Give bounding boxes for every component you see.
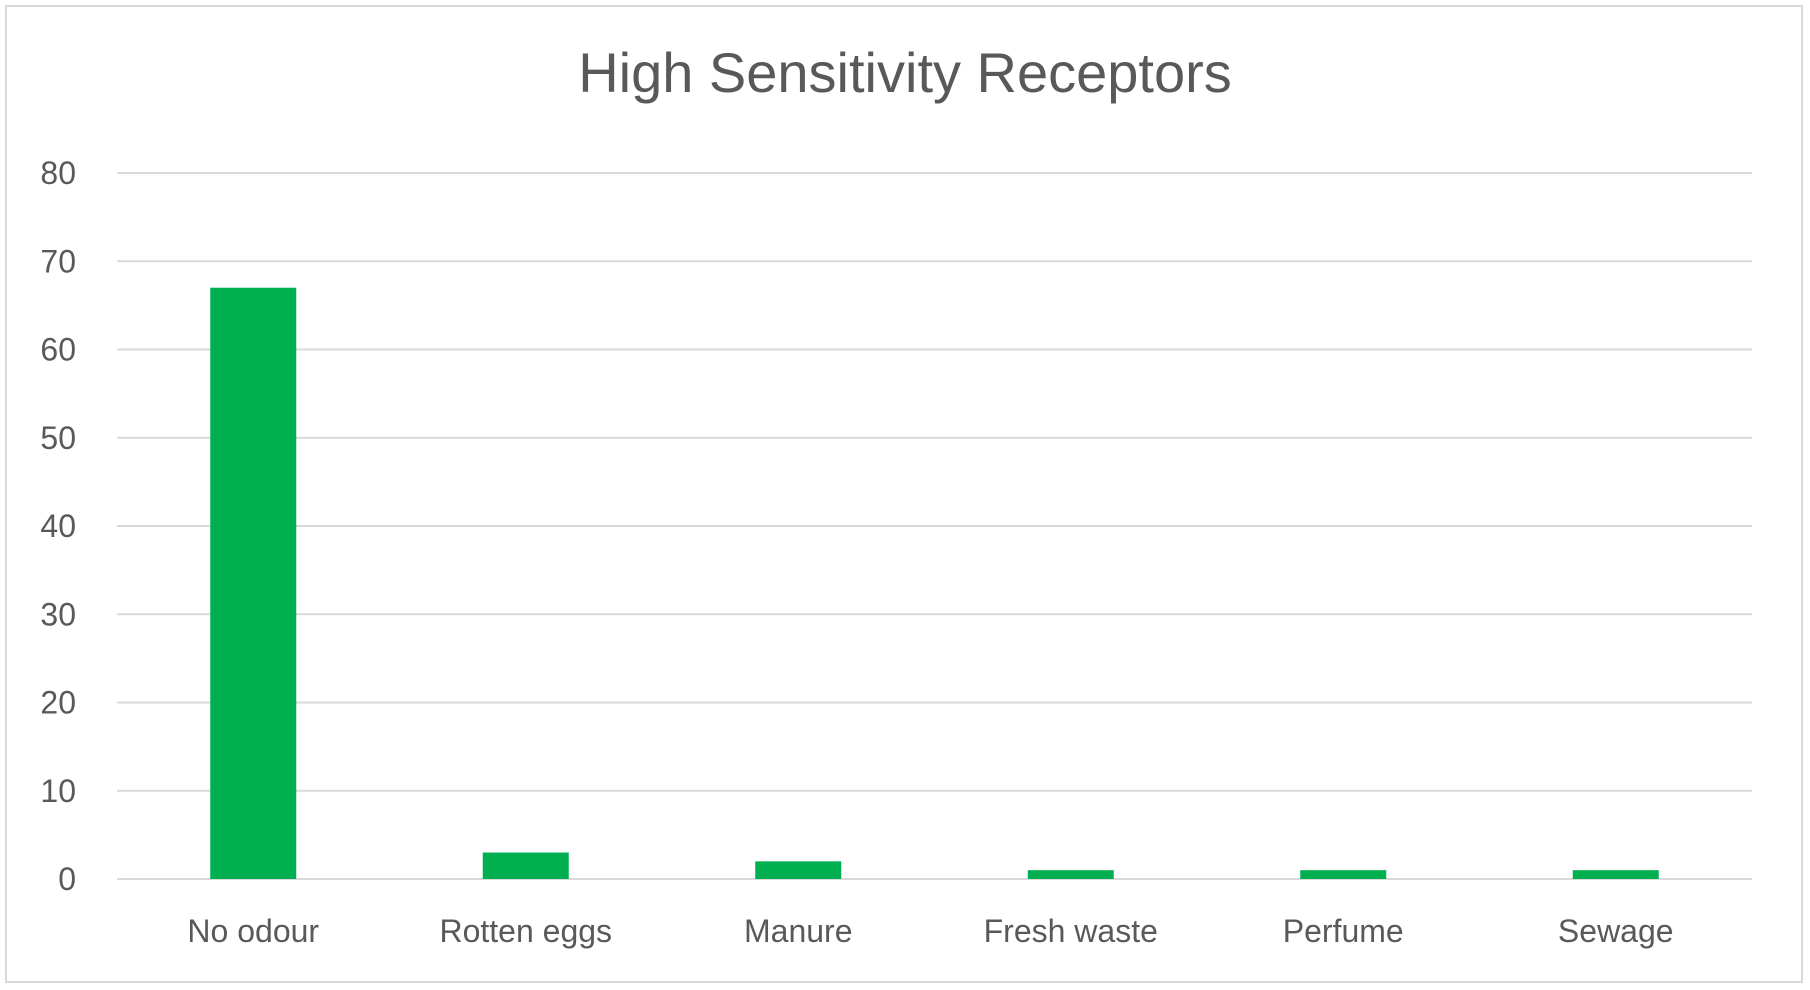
bar-manure <box>755 861 842 879</box>
bar-rotten-eggs <box>482 852 569 879</box>
y-tick-label: 0 <box>58 861 76 897</box>
y-tick-label: 50 <box>40 420 76 456</box>
bar-fresh-waste <box>1027 870 1114 879</box>
x-tick-label: Perfume <box>1283 913 1404 949</box>
y-tick-label: 10 <box>40 773 76 809</box>
bar-sewage <box>1572 870 1659 879</box>
y-tick-label: 30 <box>40 596 76 632</box>
x-tick-label: Fresh waste <box>984 913 1158 949</box>
bar-no-odour <box>210 287 297 880</box>
y-tick-label: 40 <box>40 508 76 544</box>
bar-perfume <box>1300 870 1387 879</box>
chart-title: High Sensitivity Receptors <box>578 41 1232 104</box>
y-axis: 0 10 20 30 40 50 60 70 80 <box>40 155 76 897</box>
x-axis: No odour Rotten eggs Manure Fresh waste Perf… <box>187 913 1673 949</box>
y-tick-label: 20 <box>40 685 76 721</box>
x-tick-label: Manure <box>744 913 853 949</box>
x-tick-label: Rotten eggs <box>439 913 612 949</box>
y-tick-label: 80 <box>40 155 76 191</box>
bars <box>210 287 1659 880</box>
y-tick-label: 70 <box>40 243 76 279</box>
y-tick-label: 60 <box>40 332 76 368</box>
chart-frame <box>5 5 1803 983</box>
x-tick-label: No odour <box>187 913 319 949</box>
gridlines <box>117 172 1752 880</box>
x-tick-label: Sewage <box>1558 913 1674 949</box>
